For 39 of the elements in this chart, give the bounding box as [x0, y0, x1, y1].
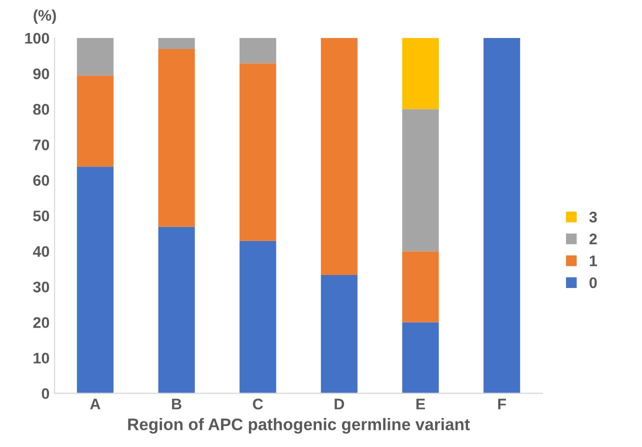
- x-axis-title: Region of APC pathogenic germline variant: [128, 418, 470, 434]
- bar: [158, 49, 195, 227]
- bar: [320, 275, 358, 394]
- bar: [484, 38, 520, 394]
- y-tick-label: 80: [33, 104, 50, 115]
- bar: [402, 38, 439, 110]
- bar: [320, 38, 358, 276]
- x-tick-label: E: [416, 398, 426, 410]
- y-tick-label: 30: [33, 282, 50, 292]
- x-tick-label: B: [172, 398, 182, 410]
- bar: [76, 76, 114, 167]
- bar: [158, 226, 195, 394]
- legend-label: 1: [590, 256, 597, 266]
- x-tick-label: D: [334, 398, 344, 410]
- x-tick-label: F: [498, 398, 506, 410]
- y-tick-label: 60: [33, 175, 50, 186]
- y-tick-label: 10: [34, 352, 50, 364]
- bar: [402, 109, 439, 252]
- y-tick-label: 100: [25, 32, 50, 44]
- x-tick-label: A: [90, 398, 100, 410]
- y-axis-title: (%): [34, 10, 56, 24]
- bar: [240, 240, 276, 394]
- y-tick-label: 70: [33, 139, 50, 150]
- x-tick-label: C: [252, 398, 263, 410]
- bar: [240, 63, 276, 241]
- bar: [158, 38, 195, 50]
- bar: [240, 38, 276, 64]
- y-tick-label: 20: [33, 317, 50, 328]
- legend-label: 2: [589, 234, 597, 244]
- y-tick-label: 0: [42, 388, 50, 400]
- legend-label: 0: [590, 277, 597, 288]
- bar: [402, 322, 439, 394]
- y-tick-label: 90: [33, 68, 50, 80]
- legend-label: 3: [589, 212, 597, 223]
- bar: [76, 166, 114, 394]
- y-tick-label: 50: [33, 210, 50, 222]
- bar: [76, 38, 114, 76]
- bar: [402, 251, 439, 322]
- y-tick-label: 40: [32, 246, 50, 257]
